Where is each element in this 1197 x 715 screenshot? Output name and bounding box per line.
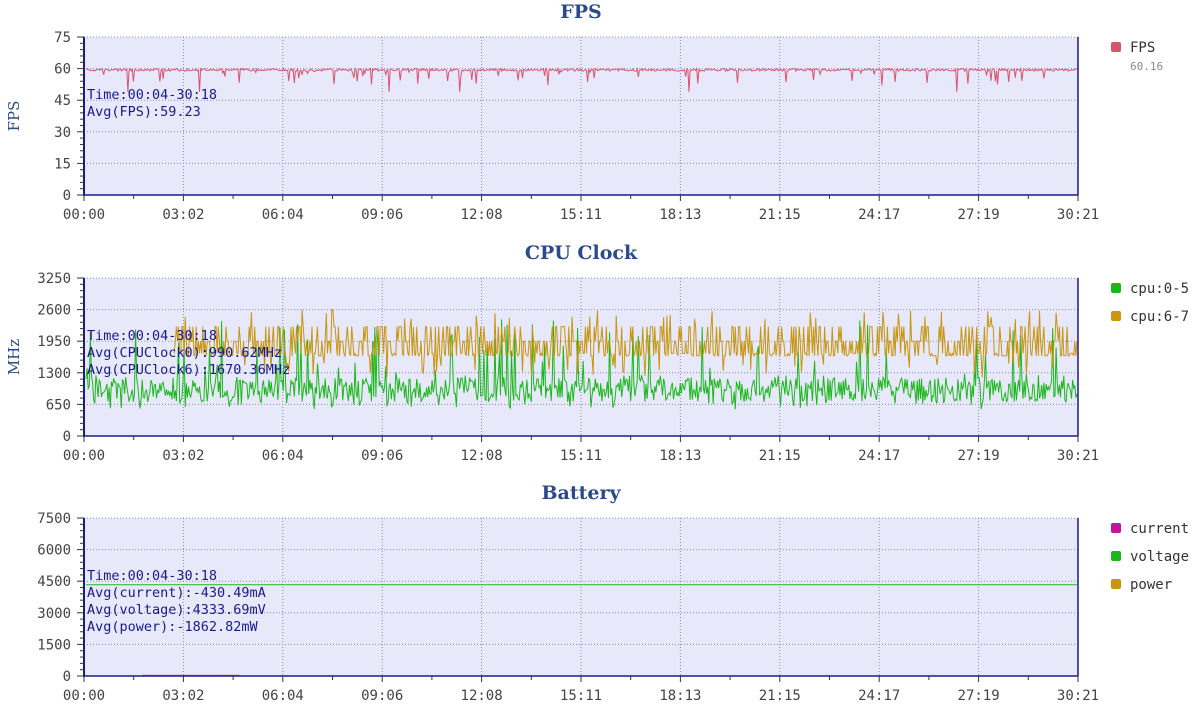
x-tick-label: 18:13 xyxy=(659,448,701,464)
y-tick-label: 0 xyxy=(63,429,71,445)
x-tick-label: 06:04 xyxy=(262,688,304,704)
y-tick-label: 60 xyxy=(54,62,71,78)
annotation-text: Avg(CPUClock0):990.62MHz xyxy=(87,345,282,361)
y-tick-label: 0 xyxy=(63,669,71,685)
annotation-text: Avg(voltage):4333.69mV xyxy=(87,602,266,618)
chart-title: CPU Clock xyxy=(525,242,638,264)
legend-label: cpu:6-7 xyxy=(1130,309,1189,325)
y-tick-label: 4500 xyxy=(37,574,71,590)
x-tick-label: 09:06 xyxy=(361,688,403,704)
chart-battery: Battery current voltage power 0 1500 3000 4500 6… xyxy=(37,482,1189,704)
y-tick-label: 6000 xyxy=(37,543,71,559)
x-tick-label: 30:21 xyxy=(1057,207,1099,223)
x-tick-label: 03:02 xyxy=(162,448,204,464)
chart-fps: FPS FPS 60.16 0 15 30 45 60 75 00:00 03:02 06:04 09:… xyxy=(5,1,1163,223)
x-tick-label: 21:15 xyxy=(759,207,801,223)
annotation-text: Avg(power):-1862.82mW xyxy=(87,619,259,635)
x-tick-label: 27:19 xyxy=(958,448,1000,464)
x-tick-label: 21:15 xyxy=(759,688,801,704)
x-tick-label: 24:17 xyxy=(858,688,900,704)
annotation-text: Avg(FPS):59.23 xyxy=(87,104,201,120)
y-tick-label: 1950 xyxy=(37,334,71,350)
y-tick-label: 7500 xyxy=(37,511,71,527)
legend-label: power xyxy=(1130,577,1172,593)
legend-swatch xyxy=(1111,42,1121,52)
y-axis-label: FPS xyxy=(5,101,23,132)
chart-title: FPS xyxy=(560,1,602,23)
x-tick-label: 27:19 xyxy=(958,688,1000,704)
annotation-text: Time:00:04-30:18 xyxy=(87,87,217,103)
y-tick-label: 75 xyxy=(54,30,71,46)
legend-swatch xyxy=(1111,579,1121,589)
annotation-text: Time:00:04-30:18 xyxy=(87,328,217,344)
series-line-cpu-0-5 xyxy=(85,319,1078,410)
series-line-FPS xyxy=(85,66,1078,92)
x-tick-label: 27:19 xyxy=(958,207,1000,223)
x-tick-label: 09:06 xyxy=(361,448,403,464)
x-tick-label: 24:17 xyxy=(858,448,900,464)
x-tick-label: 21:15 xyxy=(759,448,801,464)
x-tick-label: 06:04 xyxy=(262,448,304,464)
x-tick-label: 00:00 xyxy=(63,688,105,704)
legend-swatch xyxy=(1111,311,1121,321)
x-tick-label: 12:08 xyxy=(461,207,503,223)
x-tick-label: 30:21 xyxy=(1057,688,1099,704)
series-line-cpu-6-7 xyxy=(173,308,1078,378)
legend-value: 60.16 xyxy=(1130,60,1163,73)
x-tick-label: 18:13 xyxy=(659,207,701,223)
x-tick-label: 15:11 xyxy=(560,207,602,223)
x-tick-label: 06:04 xyxy=(262,207,304,223)
y-tick-label: 2600 xyxy=(37,303,71,319)
x-tick-label: 03:02 xyxy=(162,207,204,223)
x-tick-label: 09:06 xyxy=(361,207,403,223)
legend-swatch xyxy=(1111,523,1121,533)
annotation-text: Time:00:04-30:18 xyxy=(87,568,217,584)
legend-label: current xyxy=(1130,521,1189,537)
x-tick-label: 15:11 xyxy=(560,688,602,704)
legend-swatch xyxy=(1111,551,1121,561)
legend-label: FPS xyxy=(1130,40,1155,56)
x-tick-label: 00:00 xyxy=(63,207,105,223)
y-tick-label: 3250 xyxy=(37,271,71,287)
x-tick-label: 12:08 xyxy=(461,688,503,704)
x-tick-label: 00:00 xyxy=(63,448,105,464)
y-tick-label: 1300 xyxy=(37,366,71,382)
x-tick-label: 24:17 xyxy=(858,207,900,223)
legend-swatch xyxy=(1111,283,1121,293)
x-tick-label: 18:13 xyxy=(659,688,701,704)
y-tick-label: 45 xyxy=(54,93,71,109)
y-axis-label: MHz xyxy=(5,339,23,375)
legend-label: voltage xyxy=(1130,549,1189,565)
y-tick-label: 0 xyxy=(63,188,71,204)
chart-cpu-clock: CPU Clock cpu:0-5 cpu:6-7 0 650 1300 1950 2600 3… xyxy=(5,242,1189,464)
annotation-text: Avg(CPUClock6):1670.36MHz xyxy=(87,362,290,378)
x-tick-label: 12:08 xyxy=(461,448,503,464)
chart-title: Battery xyxy=(541,482,621,504)
y-tick-label: 15 xyxy=(54,156,71,172)
y-tick-label: 1500 xyxy=(37,637,71,653)
y-tick-label: 30 xyxy=(54,125,71,141)
legend-label: cpu:0-5 xyxy=(1130,281,1189,297)
y-tick-label: 3000 xyxy=(37,606,71,622)
y-tick-label: 650 xyxy=(46,397,71,413)
x-tick-label: 15:11 xyxy=(560,448,602,464)
x-tick-label: 03:02 xyxy=(162,688,204,704)
x-tick-label: 30:21 xyxy=(1057,448,1099,464)
annotation-text: Avg(current):-430.49mA xyxy=(87,585,266,601)
